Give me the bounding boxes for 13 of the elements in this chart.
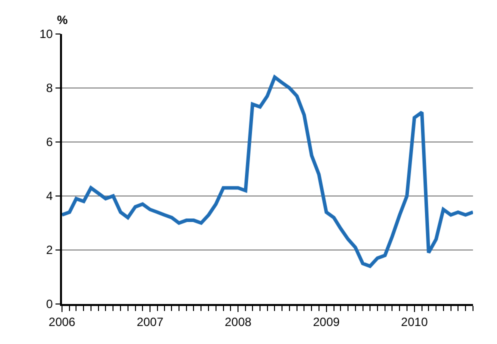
y-tick-label: 8: [46, 81, 54, 96]
y-tick-label: 4: [46, 189, 54, 204]
y-tick-label: 6: [46, 135, 54, 150]
x-tick-label: 2006: [48, 315, 76, 330]
line-series: [62, 75, 473, 268]
x-tick-label: 2010: [401, 315, 428, 330]
x-tick-label: 2008: [224, 315, 252, 330]
y-axis-title: %: [57, 13, 68, 27]
y-tick-label: 0: [46, 297, 54, 312]
y-tick-label: 2: [46, 243, 54, 258]
x-tick-label: 2009: [313, 315, 340, 330]
y-tick-label: 10: [39, 27, 54, 42]
x-tick-label: 2007: [136, 315, 164, 330]
